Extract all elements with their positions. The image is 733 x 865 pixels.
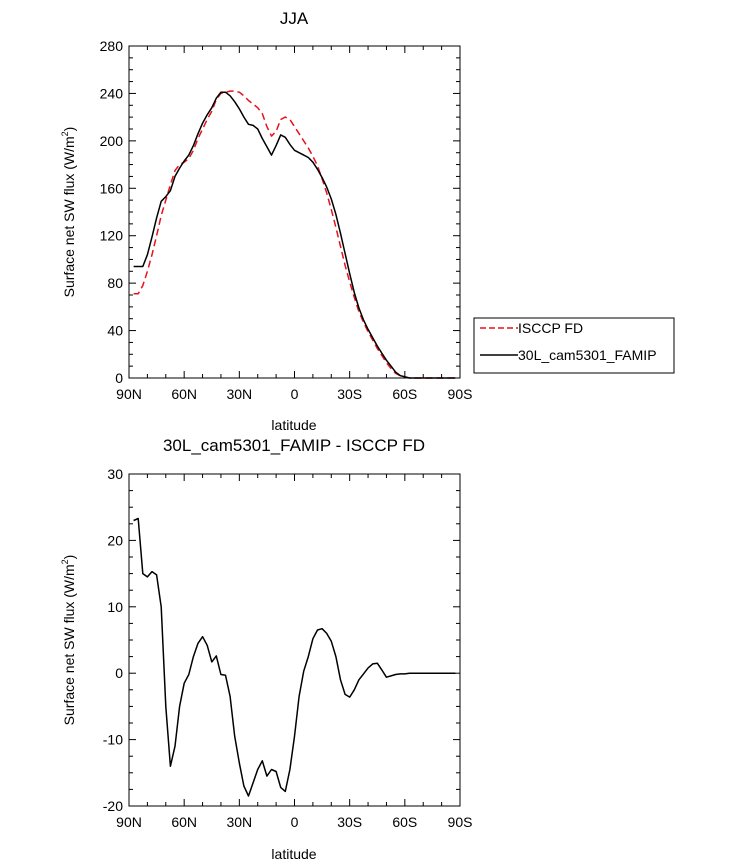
top-y-tick-label: 120	[100, 228, 124, 244]
bottom-x-tick-label: 30S	[337, 814, 362, 830]
top-series-line-1	[133, 91, 456, 379]
bottom-x-tick-label: 30N	[226, 814, 252, 830]
bottom-y-tick-label: -10	[103, 732, 123, 748]
bottom-y-axis-label: Surface net SW flux (W/m2)	[60, 555, 77, 726]
legend: ISCCP FD 30L_cam5301_FAMIP	[473, 317, 675, 374]
bottom-y-tick-label: -20	[103, 798, 123, 814]
bottom-y-tick-label: 30	[107, 466, 123, 482]
top-x-tick-label: 30S	[337, 386, 362, 402]
top-panel: JJA 90N 60N 30N 0 30S 60S 90S 0 40 80 120 160 200 240…	[60, 9, 472, 433]
bottom-y-tick-label: 10	[107, 599, 123, 615]
top-y-tick-label: 0	[115, 370, 123, 386]
bottom-y-tick-label: 0	[115, 665, 123, 681]
top-series-line-0	[133, 90, 456, 379]
top-y-tick-label: 200	[100, 133, 124, 149]
top-x-tick-label: 0	[291, 386, 299, 402]
bottom-series-line-0	[133, 517, 456, 797]
legend-box	[473, 317, 675, 374]
legend-label-model: 30L_cam5301_FAMIP	[518, 347, 657, 363]
top-y-axis-label: Surface net SW flux (W/m2)	[60, 127, 77, 298]
bottom-x-tick-label: 90S	[448, 814, 473, 830]
top-x-tick-label: 60S	[392, 386, 417, 402]
bottom-x-axis-label: latitude	[271, 846, 316, 862]
top-x-tick-label: 60N	[171, 386, 197, 402]
top-y-tick-label: 280	[100, 38, 124, 54]
top-x-tick-label: 30N	[226, 386, 252, 402]
top-y-tick-label: 240	[100, 85, 124, 101]
bottom-chart-title: 30L_cam5301_FAMIP - ISCCP FD	[163, 436, 425, 455]
bottom-panel: 30L_cam5301_FAMIP - ISCCP FD 90N 60N 30N 0 3…	[60, 436, 472, 862]
bottom-x-tick-label: 60N	[171, 814, 197, 830]
top-y-tick-label: 40	[107, 323, 123, 339]
top-x-tick-label: 90N	[116, 386, 142, 402]
top-x-tick-label: 90S	[448, 386, 473, 402]
bottom-y-tick-label: 20	[107, 532, 123, 548]
top-x-axis-label: latitude	[271, 417, 316, 433]
bottom-plot-frame	[128, 473, 461, 807]
bottom-x-tick-label: 60S	[392, 814, 417, 830]
top-chart-title: JJA	[280, 9, 309, 28]
bottom-x-tick-label: 0	[291, 814, 299, 830]
top-plot-frame	[128, 45, 461, 379]
bottom-x-tick-label: 90N	[116, 814, 142, 830]
top-y-tick-label: 80	[107, 275, 123, 291]
top-y-tick-label: 160	[100, 180, 124, 196]
legend-label-isccp: ISCCP FD	[518, 320, 583, 336]
